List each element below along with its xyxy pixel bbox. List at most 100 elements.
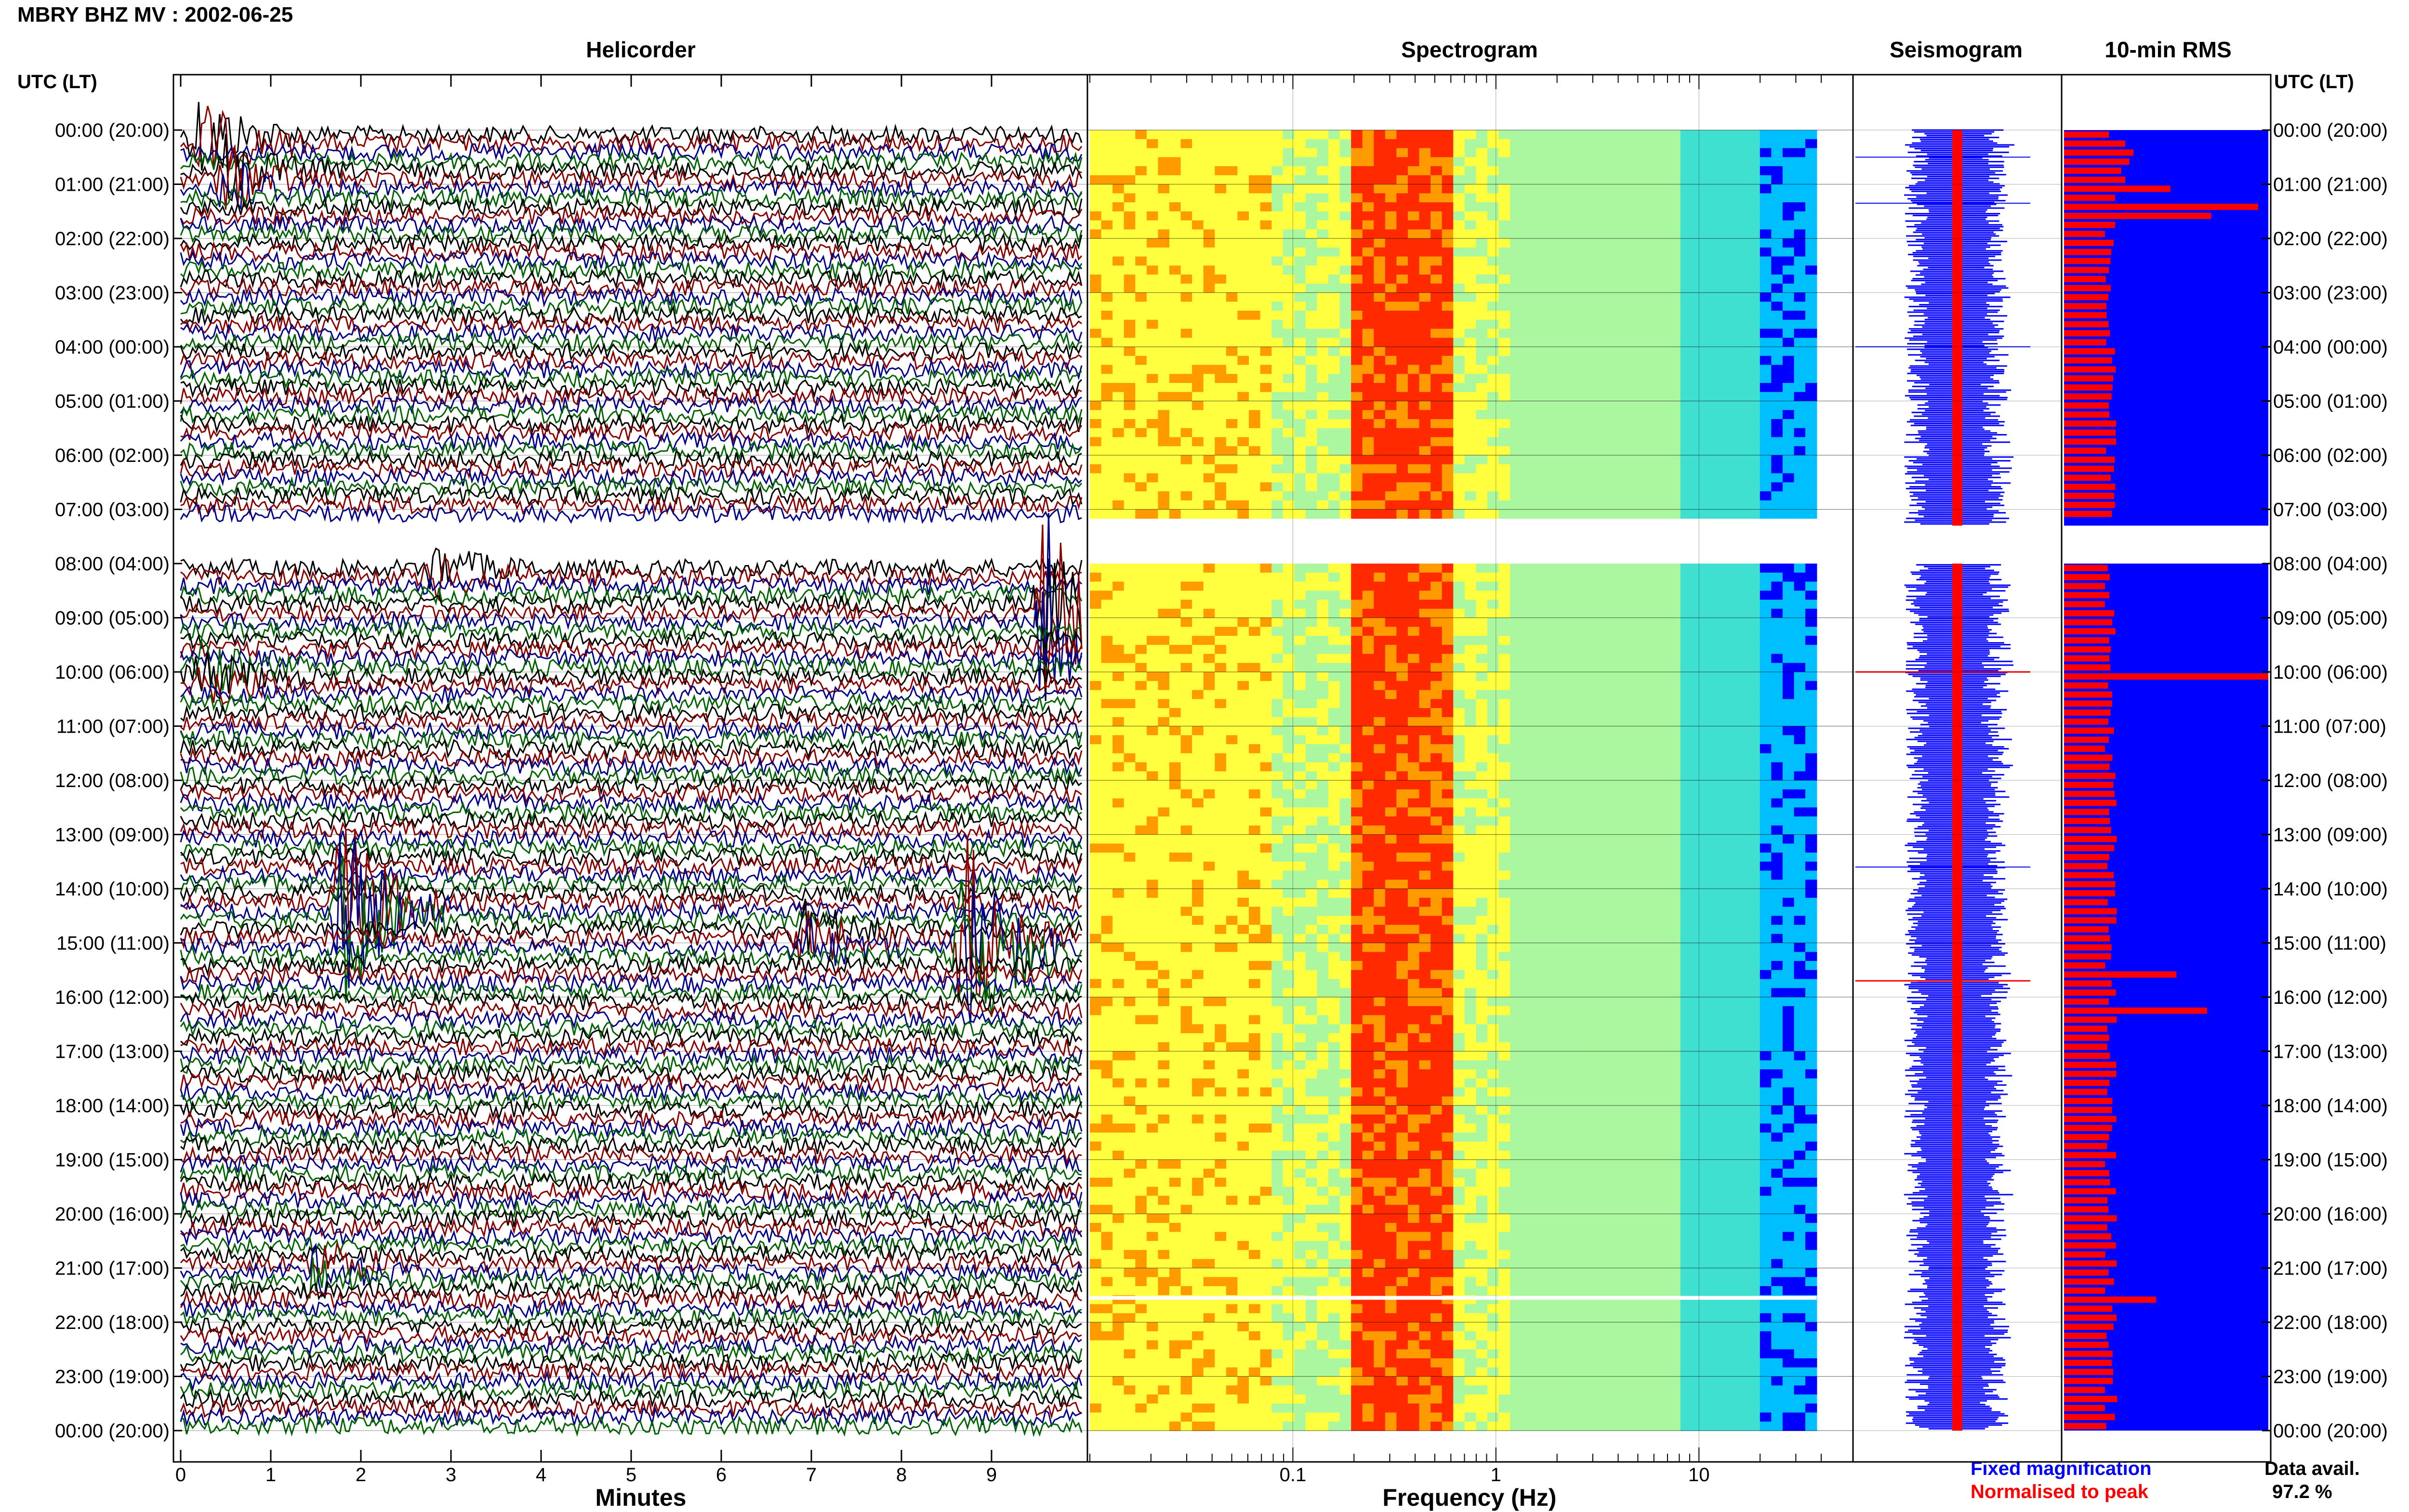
spectrogram-cell xyxy=(1249,193,1261,203)
spectrogram-cell xyxy=(1692,464,1704,474)
spectrogram-cell xyxy=(1305,446,1318,456)
spectrogram-cell xyxy=(1215,600,1227,609)
spectrogram-cell xyxy=(1487,365,1499,374)
spectrogram-cell xyxy=(1249,247,1261,257)
spectrogram-cell xyxy=(1601,148,1613,158)
spectrogram-cell xyxy=(1419,311,1431,320)
spectrogram-cell xyxy=(1135,148,1147,158)
spectrogram-cell xyxy=(1782,428,1795,438)
spectrogram-cell xyxy=(1226,311,1238,320)
spectrogram-cell xyxy=(1396,825,1408,835)
spectrogram-cell xyxy=(1169,726,1181,736)
spectrogram-cell xyxy=(1567,275,1579,284)
spectrogram-cell xyxy=(1487,608,1499,618)
spectrogram-cell xyxy=(1385,329,1397,338)
spectrogram-cell xyxy=(1260,148,1272,158)
spectrogram-cell xyxy=(1589,329,1602,338)
spectrogram-cell xyxy=(1544,699,1556,709)
spectrogram-cell xyxy=(1135,663,1147,672)
spectrogram-cell xyxy=(1351,283,1363,293)
spectrogram-cell xyxy=(1748,672,1760,682)
spectrogram-cell xyxy=(1510,139,1522,149)
spectrogram-cell xyxy=(1430,148,1443,158)
spectrogram-cell xyxy=(1510,581,1522,591)
time-label-left: 13:00 (09:00) xyxy=(55,825,170,846)
spectrogram-cell xyxy=(1192,184,1204,194)
spectrogram-cell xyxy=(1760,392,1772,402)
spectrogram-cell xyxy=(1237,446,1249,456)
spectrogram-cell xyxy=(1146,311,1159,320)
spectrogram-cell xyxy=(1567,229,1579,239)
spectrogram-cell xyxy=(1646,247,1658,257)
spectrogram-cell xyxy=(1635,644,1647,655)
spectrogram-cell xyxy=(1782,455,1795,465)
spectrogram-cell xyxy=(1146,374,1159,383)
spectrogram-cell xyxy=(1680,247,1693,257)
spectrogram-cell xyxy=(1192,166,1204,176)
spectrogram-cell xyxy=(1305,473,1318,483)
spectrogram-cell xyxy=(1533,464,1545,474)
spectrogram-cell xyxy=(1544,437,1556,447)
spectrogram-cell xyxy=(1567,690,1579,699)
spectrogram-cell xyxy=(1328,834,1340,844)
spectrogram-cell xyxy=(1374,690,1386,699)
spectrogram-cell xyxy=(1760,365,1772,374)
spectrogram-cell xyxy=(1249,618,1261,627)
spectrogram-cell xyxy=(1169,392,1181,402)
spectrogram-cell xyxy=(1760,265,1772,275)
spectrogram-cell xyxy=(1521,347,1534,356)
spectrogram-cell xyxy=(1737,464,1749,474)
spectrogram-cell xyxy=(1090,256,1102,266)
spectrogram-cell xyxy=(1169,175,1181,185)
spectrogram-cell xyxy=(1726,717,1738,727)
spectrogram-cell xyxy=(1328,175,1340,185)
spectrogram-cell xyxy=(1419,139,1431,149)
spectrogram-cell xyxy=(1146,717,1159,727)
spectrogram-cell xyxy=(1726,636,1738,645)
spectrogram-cell xyxy=(1657,202,1669,212)
spectrogram-cell xyxy=(1476,771,1488,781)
helicorder-trace xyxy=(180,782,1082,805)
spectrogram-cell xyxy=(1135,347,1147,356)
spectrogram-cell xyxy=(1805,663,1817,672)
spectrogram-cell xyxy=(1680,220,1693,230)
spectrogram-cell xyxy=(1703,816,1715,826)
spectrogram-cell xyxy=(1567,663,1579,672)
spectrogram-cell xyxy=(1339,292,1351,302)
helicorder-trace xyxy=(180,1242,1083,1279)
spectrogram-cell xyxy=(1090,780,1102,790)
spectrogram-cell xyxy=(1714,608,1726,618)
spectrogram-cell xyxy=(1351,428,1363,438)
spectrogram-panel: 0.1 1 10 xyxy=(1086,74,1854,1486)
helicorder-trace xyxy=(180,1144,1082,1167)
spectrogram-cell xyxy=(1351,238,1363,248)
spectrogram-cell xyxy=(1408,428,1420,438)
spectrogram-cell xyxy=(1748,455,1760,465)
spectrogram-cell xyxy=(1226,355,1238,366)
spectrogram-cell xyxy=(1317,690,1329,699)
spectrogram-cell xyxy=(1748,834,1760,844)
spectrogram-cell xyxy=(1612,428,1624,438)
rms-title: 10-min RMS xyxy=(2105,37,2232,62)
page-title: MBRY BHZ MV : 2002-06-25 xyxy=(17,3,293,26)
spectrogram-cell xyxy=(1226,825,1238,835)
spectrogram-cell xyxy=(1453,329,1465,338)
spectrogram-cell xyxy=(1464,690,1477,699)
spectrogram-cell xyxy=(1521,672,1534,682)
spectrogram-cell xyxy=(1339,302,1351,311)
helicorder-trace xyxy=(180,1099,1083,1121)
spectrogram-cell xyxy=(1169,780,1181,790)
spectrogram-cell xyxy=(1669,392,1681,402)
spectrogram-cell xyxy=(1385,184,1397,194)
spectrogram-cell xyxy=(1112,644,1125,655)
spectrogram-cell xyxy=(1453,148,1465,158)
spectrogram-cell xyxy=(1669,735,1681,745)
spectrogram-cell xyxy=(1271,509,1284,519)
spectrogram-cell xyxy=(1124,762,1136,772)
spectrogram-cell xyxy=(1271,148,1284,158)
spectrogram-cell xyxy=(1396,311,1408,320)
spectrogram-cell xyxy=(1408,130,1420,140)
spectrogram-cell xyxy=(1771,581,1783,591)
spectrogram-cell xyxy=(1146,419,1159,429)
spectrogram-cell xyxy=(1283,365,1295,374)
